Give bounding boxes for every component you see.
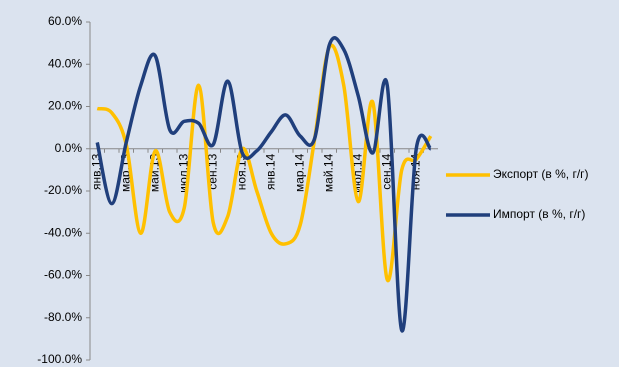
y-tick-label: 40.0% <box>48 56 82 70</box>
x-tick-label: сен.14 <box>379 153 393 189</box>
y-tick-label: -80.0% <box>44 310 82 324</box>
legend-label: Импорт (в %, г/г) <box>493 207 585 221</box>
y-tick-label: -40.0% <box>44 225 82 239</box>
x-tick-label: май.14 <box>321 153 335 192</box>
y-tick-label: 20.0% <box>48 99 82 113</box>
y-tick-label: -100.0% <box>37 352 82 366</box>
series-line <box>95 36 433 333</box>
legend-label: Экспорт (в %, г/г) <box>493 167 589 181</box>
y-tick-label: 60.0% <box>48 14 82 28</box>
y-tick-label: -20.0% <box>44 183 82 197</box>
y-tick-label: -60.0% <box>44 268 82 282</box>
x-tick-label: янв.14 <box>263 153 277 190</box>
x-tick-label: мар.14 <box>292 153 306 192</box>
series-line <box>96 43 433 283</box>
y-tick-label: 0.0% <box>55 141 83 155</box>
